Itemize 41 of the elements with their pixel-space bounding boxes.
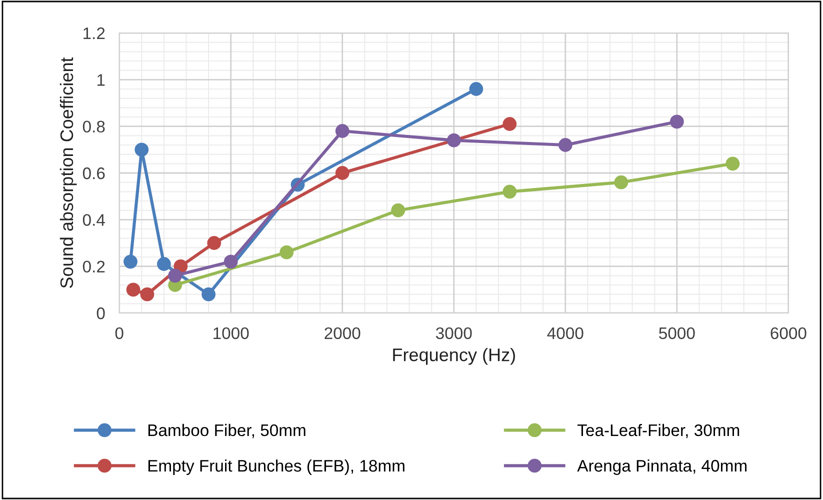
point (134, 142, 149, 157)
x-tick-label: 5000 (659, 327, 695, 340)
point (126, 282, 140, 297)
point (280, 245, 294, 260)
point (670, 114, 684, 129)
y-tick-label: 0.6 (82, 167, 105, 180)
point (558, 138, 572, 152)
point (156, 257, 171, 271)
x-tick-label: 4000 (547, 327, 584, 340)
point (207, 236, 222, 250)
point (614, 175, 628, 190)
x-tick-label: 1000 (214, 327, 249, 340)
point (124, 254, 138, 269)
point (502, 184, 517, 199)
legend-label: Bamboo Fiber, 50mm (148, 424, 306, 438)
point (469, 82, 484, 96)
y-tick-label: 0.2 (82, 260, 105, 273)
point (140, 287, 154, 302)
point (335, 124, 350, 138)
y-tick-label: 1 (97, 74, 105, 86)
point (502, 117, 517, 131)
point (391, 203, 406, 218)
y-tick-label: 0.4 (82, 214, 105, 226)
point (224, 254, 238, 269)
y-tick-label: 1.2 (84, 27, 105, 40)
y-axis-title: Sound absorption Coefficient (60, 57, 77, 288)
y-tick-label: 0.8 (82, 120, 105, 133)
legend-label: Arenga Pinnata, 40mm (577, 459, 746, 475)
x-axis-title: Frequency (Hz) (393, 348, 515, 365)
point (446, 133, 461, 148)
x-tick-label: 3000 (436, 327, 472, 340)
x-tick-label: 2000 (324, 327, 360, 340)
point (168, 268, 182, 283)
legend-label: Empty Fruit Bunches (EFB), 18mm (148, 459, 404, 475)
legend-label: Tea-Leaf-Fiber, 30mm (578, 424, 740, 438)
point (202, 287, 216, 302)
y-tick-label: 0 (96, 307, 105, 320)
point (335, 166, 350, 180)
x-tick-label: 6000 (770, 327, 806, 340)
x-tick-label: 0 (115, 327, 124, 340)
point (726, 156, 740, 171)
